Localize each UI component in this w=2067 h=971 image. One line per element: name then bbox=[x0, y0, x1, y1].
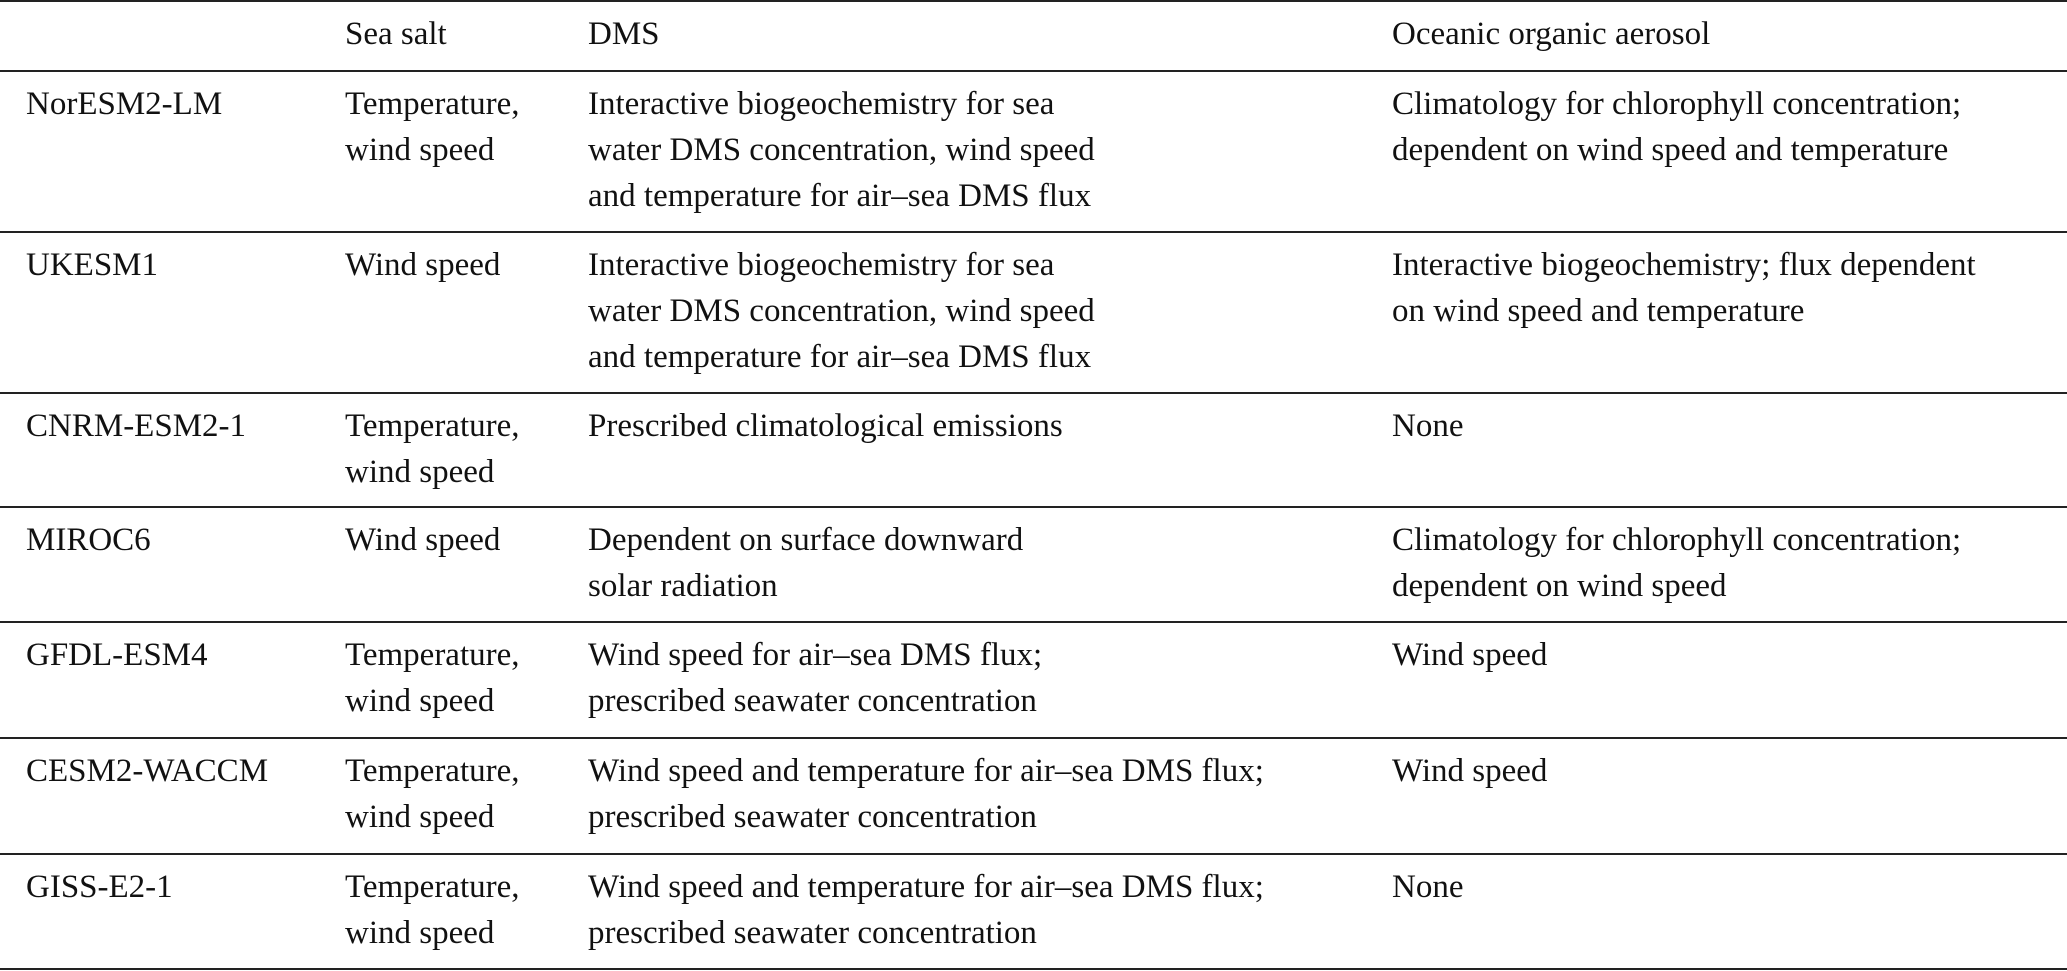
cell-line: prescribed seawater concentration bbox=[588, 683, 1037, 719]
cell-line: Temperature, bbox=[345, 637, 520, 673]
column-header: Oceanic organic aerosol bbox=[1392, 16, 1711, 52]
cell-line: None bbox=[1392, 869, 1464, 905]
rule bbox=[0, 968, 2067, 970]
column-header: Sea salt bbox=[345, 16, 447, 52]
row-label: CNRM-ESM2-1 bbox=[26, 408, 247, 444]
cell-line: solar radiation bbox=[588, 568, 778, 604]
cell-line: wind speed bbox=[345, 915, 495, 951]
row-label: NorESM2-LM bbox=[26, 86, 223, 122]
row-label: GFDL-ESM4 bbox=[26, 637, 208, 673]
rule bbox=[0, 737, 2067, 739]
cell-line: Wind speed for air–sea DMS flux; bbox=[588, 637, 1043, 673]
cell-line: and temperature for air–sea DMS flux bbox=[588, 178, 1092, 214]
row-label: MIROC6 bbox=[26, 522, 151, 558]
cell-line: Wind speed bbox=[1392, 637, 1548, 673]
cell-line: Interactive biogeochemistry for sea bbox=[588, 247, 1055, 283]
cell-line: Dependent on surface downward bbox=[588, 522, 1024, 558]
rule bbox=[0, 621, 2067, 623]
cell-line: Temperature, bbox=[345, 869, 520, 905]
cell-line: Interactive biogeochemistry for sea bbox=[588, 86, 1055, 122]
cell-line: dependent on wind speed bbox=[1392, 568, 1727, 604]
cell-line: Wind speed bbox=[345, 522, 501, 558]
cell-line: on wind speed and temperature bbox=[1392, 293, 1805, 329]
rule bbox=[0, 853, 2067, 855]
cell-line: wind speed bbox=[345, 132, 495, 168]
cell-line: water DMS concentration, wind speed bbox=[588, 132, 1095, 168]
cell-line: Wind speed and temperature for air–sea D… bbox=[588, 869, 1264, 905]
cell-line: prescribed seawater concentration bbox=[588, 799, 1037, 835]
cell-line: water DMS concentration, wind speed bbox=[588, 293, 1095, 329]
cell-line: None bbox=[1392, 408, 1464, 444]
rule bbox=[0, 506, 2067, 508]
cell-line: wind speed bbox=[345, 683, 495, 719]
row-label: GISS-E2-1 bbox=[26, 869, 173, 905]
rule bbox=[0, 0, 2067, 2]
cell-line: Climatology for chlorophyll concentratio… bbox=[1392, 522, 1962, 558]
cell-line: Wind speed bbox=[345, 247, 501, 283]
cell-line: Interactive biogeochemistry; flux depend… bbox=[1392, 247, 1976, 283]
rule bbox=[0, 231, 2067, 233]
cell-line: Temperature, bbox=[345, 86, 520, 122]
cell-line: wind speed bbox=[345, 799, 495, 835]
cell-line: Wind speed bbox=[1392, 753, 1548, 789]
cell-line: Temperature, bbox=[345, 753, 520, 789]
cell-line: dependent on wind speed and temperature bbox=[1392, 132, 1949, 168]
cell-line: wind speed bbox=[345, 454, 495, 490]
cell-line: Climatology for chlorophyll concentratio… bbox=[1392, 86, 1962, 122]
rule bbox=[0, 392, 2067, 394]
row-label: UKESM1 bbox=[26, 247, 159, 283]
cell-line: prescribed seawater concentration bbox=[588, 915, 1037, 951]
cell-line: Prescribed climatological emissions bbox=[588, 408, 1063, 444]
rule bbox=[0, 70, 2067, 72]
row-label: CESM2-WACCM bbox=[26, 753, 269, 789]
column-header: DMS bbox=[588, 16, 660, 52]
cell-line: Wind speed and temperature for air–sea D… bbox=[588, 753, 1264, 789]
cell-line: Temperature, bbox=[345, 408, 520, 444]
cell-line: and temperature for air–sea DMS flux bbox=[588, 339, 1092, 375]
